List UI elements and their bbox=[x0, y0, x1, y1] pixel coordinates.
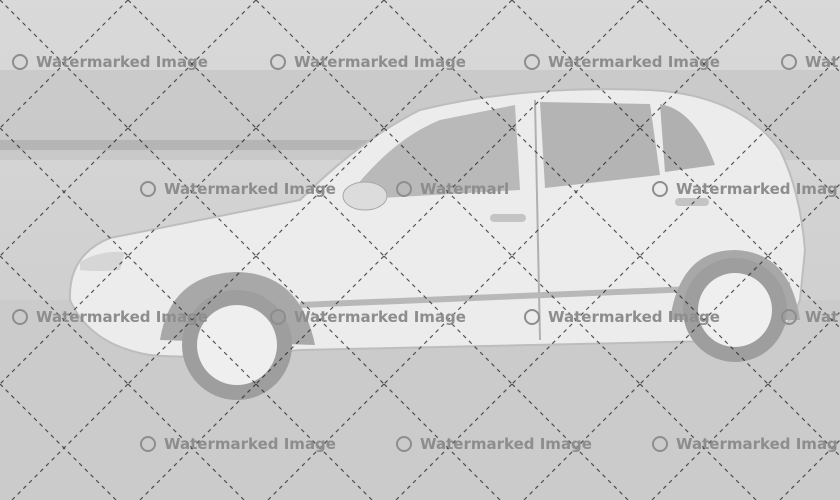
car-photo bbox=[0, 0, 840, 500]
photo-stage: Watermarked Image Watermarked Image Wate… bbox=[0, 0, 840, 500]
watermark-lattice bbox=[0, 0, 840, 500]
